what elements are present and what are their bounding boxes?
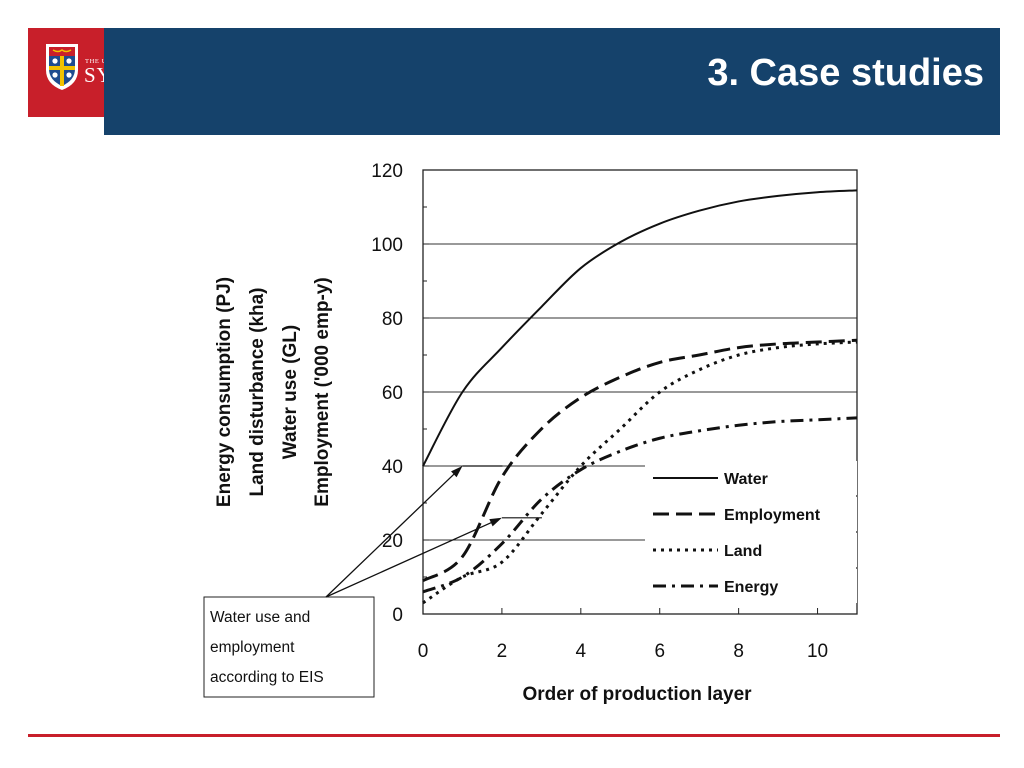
axis-labels: Order of production layer Energy consumpt… bbox=[214, 277, 752, 705]
y-tick-label: 40 bbox=[382, 457, 403, 478]
y-axis-title-line: Energy consumption (PJ) bbox=[214, 277, 235, 507]
y-axis-title-line: Land disturbance (kha) bbox=[247, 287, 268, 496]
y-axis-title-line: Employment ('000 emp-y) bbox=[312, 277, 333, 506]
annotation-arrow bbox=[325, 521, 494, 598]
tick-labels: 0 20 40 60 80 100 120 0 2 4 6 8 10 bbox=[371, 161, 828, 662]
series-line-water bbox=[422, 189, 858, 467]
y-tick-label: 60 bbox=[382, 383, 403, 404]
x-tick-label: 0 bbox=[418, 641, 429, 662]
x-tick-label: 8 bbox=[733, 641, 744, 662]
legend-label-employment: Employment bbox=[724, 507, 821, 524]
series-line-land bbox=[422, 340, 858, 605]
legend-entry-bg bbox=[645, 569, 857, 603]
y-tick-label: 20 bbox=[382, 531, 403, 552]
footer-line bbox=[28, 734, 1000, 737]
crest-icon bbox=[46, 44, 78, 90]
y-tick-label: 0 bbox=[392, 605, 403, 626]
header-band bbox=[104, 28, 1000, 135]
legend: Water Employment Land Energy bbox=[645, 461, 857, 603]
y-tick-label: 80 bbox=[382, 309, 403, 330]
annotation-text: employment bbox=[210, 639, 295, 656]
annotation-arrow bbox=[325, 472, 456, 598]
y-tick-label: 100 bbox=[371, 235, 403, 256]
series-line-energy bbox=[422, 416, 858, 594]
eis-annotation: Water use and employment according to EIS bbox=[203, 465, 542, 698]
legend-label-energy: Energy bbox=[724, 579, 778, 596]
x-tick-label: 10 bbox=[807, 641, 828, 662]
x-tick-label: 2 bbox=[497, 641, 508, 662]
x-axis-title: Order of production layer bbox=[522, 684, 752, 705]
grid-layer bbox=[423, 243, 857, 541]
annotation-text: according to EIS bbox=[210, 669, 324, 686]
y-axis-title-line: Water use (GL) bbox=[280, 325, 301, 459]
x-tick-label: 4 bbox=[576, 641, 587, 662]
annotation-text: Water use and bbox=[210, 609, 310, 626]
annotation-box bbox=[203, 596, 375, 698]
annotation-arrowhead bbox=[451, 466, 463, 478]
legend-label-water: Water bbox=[724, 471, 768, 488]
legend-label-land: Land bbox=[724, 543, 762, 560]
annotation-arrowhead bbox=[489, 517, 502, 527]
series-line-employment bbox=[422, 338, 858, 583]
series-lines bbox=[422, 189, 858, 605]
slide-title: 3. Case studies bbox=[707, 52, 984, 94]
x-tick-label: 6 bbox=[654, 641, 665, 662]
y-tick-label: 120 bbox=[371, 161, 403, 182]
legend-entry-bg bbox=[645, 533, 857, 567]
